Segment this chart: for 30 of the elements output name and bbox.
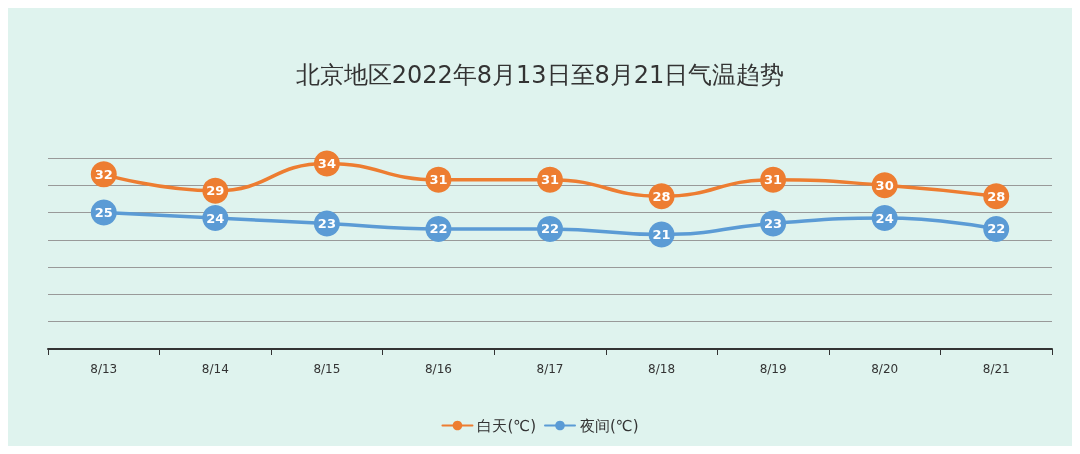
data-label: 23 <box>317 215 336 231</box>
data-label: 23 <box>764 215 783 231</box>
data-label: 21 <box>652 226 671 242</box>
x-tick-label: 8/14 <box>201 362 229 376</box>
x-tick-label: 8/13 <box>90 362 118 376</box>
legend-label: 白天(℃) <box>477 416 537 435</box>
x-tick-label: 8/20 <box>871 362 899 376</box>
data-label: 31 <box>429 172 448 188</box>
x-tick-label: 8/17 <box>536 362 564 376</box>
data-label: 24 <box>206 210 225 226</box>
x-tick-label: 8/19 <box>759 362 787 376</box>
data-label: 28 <box>652 188 671 204</box>
data-label: 25 <box>94 205 113 221</box>
legend-label: 夜间(℃) <box>580 416 639 435</box>
data-label: 30 <box>875 177 894 193</box>
data-label: 34 <box>317 155 336 171</box>
data-label: 22 <box>429 221 448 237</box>
x-tick-label: 8/15 <box>313 362 341 376</box>
data-label: 24 <box>875 210 894 226</box>
x-tick-label: 8/18 <box>648 362 676 376</box>
data-label: 31 <box>764 172 783 188</box>
data-label: 32 <box>94 166 113 182</box>
x-tick-label: 8/21 <box>982 362 1010 376</box>
data-label: 31 <box>540 172 560 188</box>
data-label: 22 <box>987 221 1006 237</box>
x-tick-label: 8/16 <box>424 362 452 376</box>
data-label: 28 <box>987 188 1006 204</box>
data-label: 29 <box>206 183 225 199</box>
chart-title: 北京地区2022年8月13日至8月21日气温趋势 <box>295 61 785 89</box>
data-label: 22 <box>540 221 560 237</box>
